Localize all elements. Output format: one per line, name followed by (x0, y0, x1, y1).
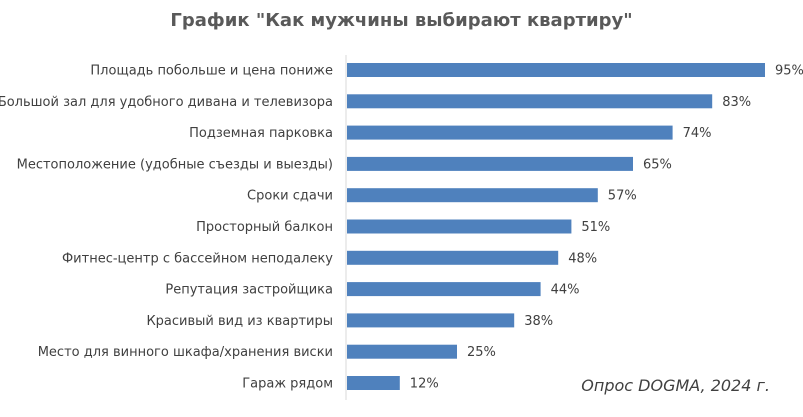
category-label: Репутация застройщика (165, 283, 333, 298)
category-label: Подземная парковка (189, 126, 333, 141)
category-label: Гараж рядом (242, 377, 333, 392)
bar-group: Подземная парковка 74% (189, 125, 712, 141)
bar-group: Гараж рядом 12% (242, 376, 439, 392)
value-label: 51% (581, 220, 610, 235)
value-label: 12% (410, 377, 439, 392)
bar-group: Сроки сдачи 57% (247, 188, 637, 204)
bar (347, 156, 633, 171)
source-note: Опрос DOGMA, 2024 г. (581, 376, 770, 395)
category-label: Место для винного шкафа/хранения виски (38, 345, 333, 360)
category-label: Просторный балкон (196, 220, 333, 235)
category-label: Сроки сдачи (247, 189, 333, 204)
value-label: 57% (608, 189, 637, 204)
category-label: Площадь побольше и цена пониже (90, 64, 333, 79)
value-label: 25% (467, 345, 496, 360)
bar-group: Фитнес-центр с бассейном неподалеку 48% (62, 250, 597, 266)
category-label: Фитнес-центр с бассейном неподалеку (62, 251, 333, 266)
bar-group: Красивый вид из квартиры 38% (146, 313, 553, 329)
bar (347, 282, 541, 297)
value-label: 44% (551, 283, 580, 298)
value-label: 38% (524, 314, 553, 329)
bars-layer: Площадь побольше и цена пониже 95% Большой… (0, 63, 803, 392)
bar-group: Репутация застройщика 44% (165, 282, 580, 298)
chart-title: График "Как мужчины выбирают квартиру" (170, 10, 633, 31)
category-label: Красивый вид из квартиры (146, 314, 333, 329)
bar (347, 344, 457, 359)
category-label: Местоположение (удобные съезды и выезды) (17, 157, 333, 172)
bar (347, 94, 713, 109)
value-label: 95% (775, 64, 803, 79)
bar (347, 250, 559, 265)
category-label: Большой зал для удобного дивана и телеви… (0, 95, 333, 110)
value-label: 65% (643, 157, 672, 172)
bar (347, 63, 765, 77)
bar (347, 376, 400, 390)
bar (347, 188, 598, 203)
value-label: 74% (683, 126, 712, 141)
bar (347, 313, 515, 328)
value-label: 83% (722, 95, 751, 110)
bar-group: Просторный балкон 51% (196, 219, 610, 235)
bar (347, 219, 572, 234)
bar (347, 125, 673, 140)
bar-group: Площадь побольше и цена пониже 95% (90, 63, 803, 79)
bar-group: Место для винного шкафа/хранения виски 25… (38, 344, 496, 360)
value-label: 48% (568, 251, 597, 266)
bar-group: Местоположение (удобные съезды и выезды)… (17, 156, 672, 172)
bar-group: Большой зал для удобного дивана и телеви… (0, 94, 751, 110)
